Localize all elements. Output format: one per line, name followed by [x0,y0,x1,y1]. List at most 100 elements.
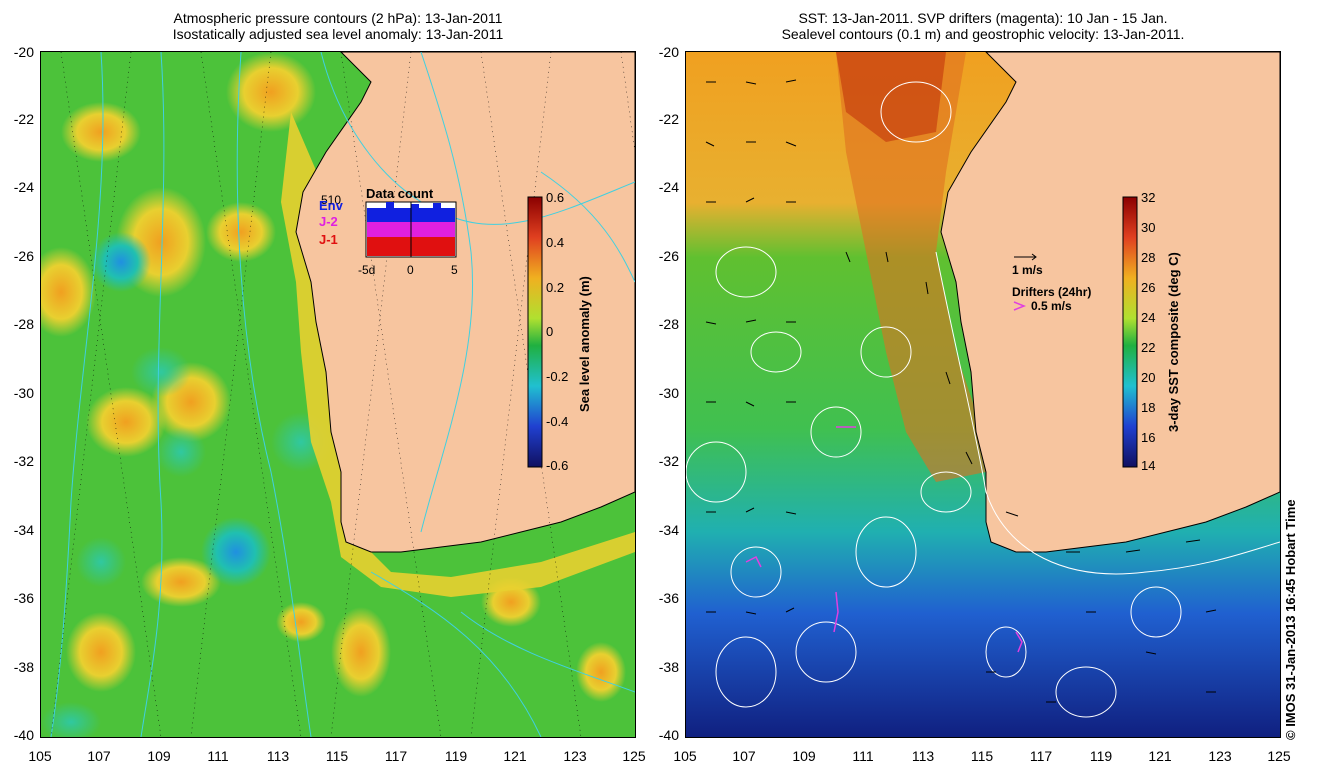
leeuwin-current-warm-water [836,52,986,482]
inset-legend-j1: J-1 [319,232,338,247]
y-tick-label: -30 [658,385,679,401]
sla-cb-tick: 0 [546,324,553,339]
sla-high-patch [41,247,96,337]
x-tick-label: 113 [911,748,935,764]
sst-cb-tick: 14 [1141,458,1155,473]
inset-xtick: 0 [407,263,414,277]
sst-cb-tick: 28 [1141,250,1155,265]
x-tick-label: 125 [622,748,646,764]
sla-low-patch [41,702,101,737]
left-title-line2: Isostatically adjusted sea level anomaly… [172,26,504,42]
x-tick-label: 111 [852,748,874,764]
sst-cb-tick: 22 [1141,340,1155,355]
inset-legend-env: Env [319,198,344,213]
sla-high-patch [576,642,626,702]
velocity-scale-arrow [1014,253,1037,261]
y-tick-label: -28 [13,316,34,332]
x-tick-label: 107 [87,748,111,764]
y-tick-label: -30 [13,385,34,401]
sla-high-patch [206,202,276,262]
y-tick-label: -20 [13,44,34,60]
y-tick-label: -22 [658,111,679,127]
y-tick-label: -26 [13,248,34,264]
sst-colorbar [1122,196,1138,468]
x-tick-label: 121 [503,748,527,764]
sst-cb-tick: 18 [1141,400,1155,415]
data-count-inset: Data count 510 Env J-2 J-1 -5d 0 5 [319,186,458,277]
sla-map-svg: 0.6 0.4 0.2 0 -0.2 -0.4 -0.6 Sea level a… [41,52,635,737]
x-tick-label: 107 [732,748,756,764]
sla-colorbar [527,196,543,468]
sst-cb-tick: 20 [1141,370,1155,385]
x-tick-label: 119 [1089,748,1113,764]
x-tick-label: 111 [207,748,229,764]
sla-cb-tick: 0.6 [546,190,564,205]
sla-cb-tick: -0.6 [546,458,568,473]
sla-low-patch [91,232,151,292]
y-tick-label: -32 [13,453,34,469]
sla-low-patch [201,517,271,587]
y-tick-label: -36 [13,590,34,606]
geostrophic-velocity-arrows [705,79,1217,703]
warm-water-north [836,52,946,142]
x-tick-label: 109 [792,748,816,764]
sla-high-patch [86,387,166,457]
sla-cb-tick: 0.2 [546,280,564,295]
x-tick-label: 117 [384,748,408,764]
australia-landmass [940,52,1280,553]
sla-low-patch [76,537,126,587]
drifter-legend-arrow [1013,301,1027,311]
sst-cb-tick: 26 [1141,280,1155,295]
right-panel-title: SST: 13-Jan-2011. SVP drifters (magenta)… [685,10,1281,42]
sla-high-patch [66,612,136,692]
x-tick-label: 113 [266,748,290,764]
y-tick-label: -26 [658,248,679,264]
velocity-legend: 1 m/s [1012,253,1043,277]
x-tick-label: 109 [147,748,171,764]
sealevel-contours [686,81,1280,718]
y-tick-label: -40 [658,727,679,743]
right-title-line2: Sealevel contours (0.1 m) and geostrophi… [781,26,1185,42]
coastal-sla-band [281,112,635,597]
sla-cb-tick: -0.2 [546,369,568,384]
x-tick-label: 105 [28,748,52,764]
right-title-line1: SST: 13-Jan-2011. SVP drifters (magenta)… [798,10,1168,26]
left-panel-title: Atmospheric pressure contours (2 hPa): 1… [40,10,636,42]
drifter-legend-title: Drifters (24hr) [1012,285,1091,299]
inset-count: 510 [321,193,341,207]
y-tick-label: -38 [13,659,34,675]
y-tick-label: -36 [658,590,679,606]
left-title-line1: Atmospheric pressure contours (2 hPa): 1… [173,10,503,26]
sst-cb-tick: 16 [1141,430,1155,445]
inset-legend-j2: J-2 [319,214,338,229]
x-tick-label: 123 [1208,748,1232,764]
sla-cb-tick: 0.4 [546,235,564,250]
sst-cb-tick: 30 [1141,220,1155,235]
sst-colorbar-ticks: 32 30 28 26 24 22 20 18 16 14 [1141,190,1155,473]
sla-low-patch [131,347,191,397]
sla-high-patch [226,52,316,132]
sst-colorbar-label: 3-day SST composite (deg C) [1166,252,1181,432]
copyright-text: © IMOS 31-Jan-2013 16:45 Hobart Time [1283,499,1298,740]
inset-xtick: -5d [358,263,375,277]
sst-cb-tick: 32 [1141,190,1155,205]
x-tick-label: 115 [325,748,349,764]
australia-landmass [295,52,635,553]
y-tick-label: -22 [13,111,34,127]
sst-map[interactable]: 32 30 28 26 24 22 20 18 16 14 3-day SST … [685,51,1281,738]
sla-colorbar-ticks: 0.6 0.4 0.2 0 -0.2 -0.4 -0.6 [546,190,568,473]
inset-xtick: 5 [451,263,458,277]
sla-colorbar-label: Sea level anomaly (m) [577,276,592,412]
drifter-legend: Drifters (24hr) 0.5 m/s [1012,285,1091,313]
sla-map[interactable]: 0.6 0.4 0.2 0 -0.2 -0.4 -0.6 Sea level a… [40,51,636,738]
sla-high-patch [331,607,391,697]
y-tick-label: -20 [658,44,679,60]
sla-high-patch [61,102,141,162]
y-tick-label: -40 [13,727,34,743]
sla-cb-tick: -0.4 [546,414,568,429]
y-tick-label: -24 [658,179,679,195]
x-tick-label: 105 [673,748,697,764]
y-tick-label: -24 [13,179,34,195]
altimeter-tracks [50,52,635,737]
inset-title: Data count [366,186,434,201]
